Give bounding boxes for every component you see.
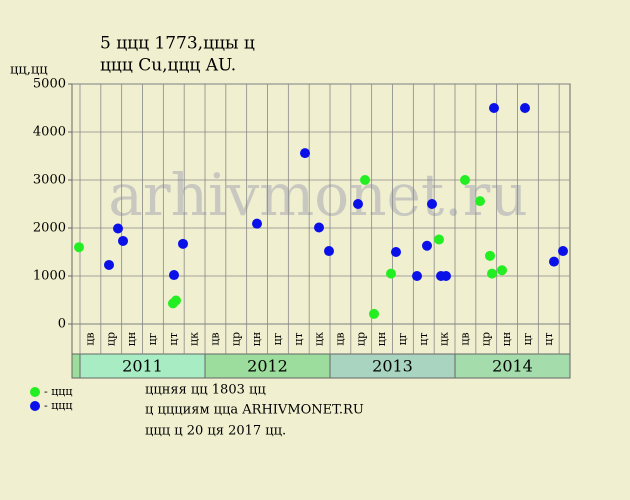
year-band [204, 353, 331, 379]
point [475, 196, 485, 207]
period-label: цн [250, 332, 263, 346]
legend-marker [30, 401, 40, 411]
note: ццняя цц 1803 цц [145, 383, 266, 398]
legend-label: - ццц [44, 399, 72, 412]
period-label: цв [333, 332, 346, 345]
point [497, 265, 507, 276]
point [441, 271, 451, 281]
point [422, 240, 432, 251]
y-tick-label: 0 [58, 317, 66, 332]
note: ц ццциям цца ARHIVMONET.RU [145, 403, 364, 418]
note: ццц ц 20 ця 2017 цц. [145, 424, 286, 439]
point [353, 199, 363, 209]
year-band [79, 353, 206, 379]
period-label: цт [292, 332, 305, 345]
legend-marker [30, 387, 40, 397]
year-band [329, 353, 456, 379]
point [485, 250, 495, 261]
period-label: цт [417, 332, 430, 345]
period-label: цт [167, 332, 180, 345]
point [104, 259, 114, 270]
point [74, 242, 84, 253]
period-label: цг [396, 332, 409, 345]
y-tick-label: 4000 [33, 125, 66, 140]
period-label: цв [83, 332, 96, 345]
year-band [454, 353, 571, 379]
point [178, 238, 188, 249]
y-tick-label: 5000 [33, 77, 66, 92]
point [487, 268, 497, 279]
x-tick-label: 2013 [372, 357, 413, 376]
point [386, 268, 396, 279]
chart-title: 5 ццц 1773,ццы ц [100, 34, 255, 54]
period-label: цк [313, 332, 326, 346]
point [558, 246, 568, 257]
point [118, 235, 128, 246]
period-label: цр [479, 332, 492, 346]
period-label: цв [458, 332, 471, 345]
period-label: цг [271, 332, 284, 345]
chart-subtitle: ццц Cu,ццц AU. [100, 56, 236, 76]
period-label: цг [521, 332, 534, 345]
period-label: цт [542, 332, 555, 345]
point [314, 222, 324, 233]
point [171, 295, 181, 306]
x-tick-label: 2011 [122, 357, 163, 376]
x-tick-label: 2012 [247, 357, 288, 376]
y-tick-label: 2000 [33, 221, 66, 236]
point [369, 308, 379, 319]
period-label: цн [125, 332, 138, 346]
period-label: цн [500, 332, 513, 346]
point [460, 175, 470, 185]
point [360, 175, 370, 185]
point [324, 246, 334, 257]
period-label: цн [375, 332, 388, 346]
period-label: цк [438, 332, 451, 346]
point [549, 256, 559, 267]
point [489, 103, 499, 113]
period-label: цв [208, 332, 221, 345]
y-tick-label: 1000 [33, 269, 66, 284]
point [252, 218, 262, 229]
watermark: arhivmonet.ru [108, 161, 527, 229]
legend-label: - ццц [44, 385, 72, 398]
point [391, 247, 401, 257]
year-band [71, 353, 81, 379]
point [434, 234, 444, 245]
point [520, 103, 530, 113]
point [300, 148, 310, 159]
x-tick-label: 2014 [492, 357, 533, 376]
period-label: цк [188, 332, 201, 346]
point [169, 270, 179, 281]
y-axis-label: цц,цц [10, 63, 48, 78]
point [427, 199, 437, 209]
period-label: цг [146, 332, 159, 345]
plot-area [71, 83, 571, 325]
y-tick-label: 3000 [33, 173, 66, 188]
point [412, 271, 422, 281]
period-label: цр [229, 332, 242, 346]
period-label: цр [104, 332, 117, 346]
period-label: цр [354, 332, 367, 346]
point [113, 223, 123, 234]
